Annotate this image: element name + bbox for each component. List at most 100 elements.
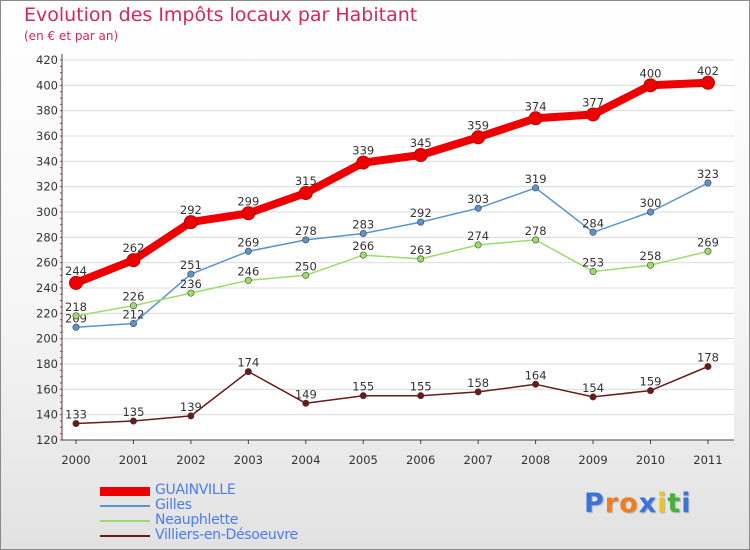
legend-label: Gilles xyxy=(155,497,192,513)
data-point-villiers-en-d-soeuvre xyxy=(359,392,367,400)
y-tick-label: 240 xyxy=(36,281,58,295)
data-point-villiers-en-d-soeuvre xyxy=(417,392,425,400)
legend-swatch xyxy=(100,486,150,496)
y-tick-label: 200 xyxy=(36,332,58,346)
data-label-gilles: 278 xyxy=(295,224,317,238)
logo-letter: o xyxy=(619,488,639,519)
x-tick-label: 2002 xyxy=(176,453,205,467)
data-point-gilles xyxy=(187,270,195,278)
data-label-villiers-en-d-soeuvre: 164 xyxy=(525,368,547,382)
data-point-villiers-en-d-soeuvre xyxy=(646,387,654,395)
data-point-gilles xyxy=(704,179,712,187)
chart-legend: GUAINVILLE Gilles Neauphlette Villiers-en-D… xyxy=(100,482,360,544)
data-point-gilles xyxy=(129,319,137,327)
data-point-villiers-en-d-soeuvre xyxy=(72,420,80,428)
data-label-guainville: 359 xyxy=(467,118,489,132)
legend-label: Neauphlette xyxy=(155,512,239,528)
data-label-guainville: 244 xyxy=(65,264,87,278)
data-label-neauphlette: 269 xyxy=(697,235,719,249)
data-label-gilles: 303 xyxy=(467,192,489,206)
data-label-villiers-en-d-soeuvre: 155 xyxy=(410,380,432,394)
data-point-villiers-en-d-soeuvre xyxy=(187,412,195,420)
data-point-villiers-en-d-soeuvre xyxy=(129,417,137,425)
data-label-guainville: 299 xyxy=(237,194,259,208)
data-point-villiers-en-d-soeuvre xyxy=(302,399,310,407)
chart-title: Evolution des Impôts locaux par Habitant xyxy=(24,4,418,26)
data-label-villiers-en-d-soeuvre: 155 xyxy=(352,380,374,394)
data-point-gilles xyxy=(646,208,654,216)
data-point-gilles xyxy=(532,184,540,192)
data-point-gilles xyxy=(244,247,252,255)
data-point-guainville xyxy=(69,275,83,290)
x-tick-label: 2008 xyxy=(521,453,550,467)
data-label-neauphlette: 274 xyxy=(467,229,489,243)
data-point-neauphlette xyxy=(474,241,482,249)
data-point-guainville xyxy=(586,107,601,122)
data-label-guainville: 400 xyxy=(640,66,662,80)
data-label-villiers-en-d-soeuvre: 149 xyxy=(295,387,317,401)
x-tick-label: 2009 xyxy=(578,453,607,467)
data-point-guainville xyxy=(298,186,313,200)
logo-letter: r xyxy=(604,488,620,519)
data-label-guainville: 262 xyxy=(122,241,144,255)
x-tick-label: 2005 xyxy=(349,453,378,467)
data-point-neauphlette xyxy=(589,268,597,276)
data-point-neauphlette xyxy=(646,261,654,269)
data-point-guainville xyxy=(471,130,486,145)
x-tick-label: 2001 xyxy=(119,453,148,467)
plot-area xyxy=(62,60,734,440)
data-label-neauphlette: 278 xyxy=(525,224,547,238)
data-point-gilles xyxy=(417,218,425,226)
data-point-neauphlette xyxy=(187,289,195,297)
chart-subtitle: (en € et par an) xyxy=(24,29,119,43)
legend-label: GUAINVILLE xyxy=(155,482,236,498)
data-label-villiers-en-d-soeuvre: 139 xyxy=(180,400,202,414)
data-label-neauphlette: 226 xyxy=(122,290,144,304)
data-label-gilles: 284 xyxy=(582,216,604,230)
data-point-neauphlette xyxy=(302,271,310,279)
data-point-neauphlette xyxy=(129,302,137,310)
data-label-villiers-en-d-soeuvre: 154 xyxy=(582,381,604,395)
data-point-guainville xyxy=(241,206,256,221)
data-label-villiers-en-d-soeuvre: 158 xyxy=(467,376,489,390)
data-label-neauphlette: 250 xyxy=(295,259,317,273)
data-point-neauphlette xyxy=(359,251,367,259)
data-point-guainville xyxy=(413,148,428,162)
data-label-gilles: 319 xyxy=(525,172,547,186)
y-tick-label: 400 xyxy=(36,78,58,92)
data-label-neauphlette: 246 xyxy=(237,264,259,278)
y-tick-label: 300 xyxy=(36,205,58,219)
data-point-guainville xyxy=(528,111,543,126)
data-label-gilles: 300 xyxy=(640,196,662,210)
data-label-neauphlette: 258 xyxy=(640,249,662,263)
x-tick-label: 2011 xyxy=(693,453,722,467)
logo-letter: P xyxy=(584,488,605,519)
proxiti-logo: Proxiti xyxy=(584,488,692,519)
x-tick-label: 2010 xyxy=(636,453,665,467)
data-point-neauphlette xyxy=(417,255,425,263)
y-tick-label: 340 xyxy=(36,154,58,168)
series-line-neauphlette xyxy=(75,239,709,317)
logo-letter: x xyxy=(638,488,658,519)
data-label-neauphlette: 253 xyxy=(582,256,604,270)
data-point-guainville xyxy=(700,75,715,90)
data-point-gilles xyxy=(302,236,310,244)
data-point-villiers-en-d-soeuvre xyxy=(244,368,252,376)
y-tick-label: 360 xyxy=(36,129,58,143)
y-tick-label: 180 xyxy=(36,357,58,371)
y-tick-label: 420 xyxy=(36,53,58,67)
data-point-villiers-en-d-soeuvre xyxy=(704,363,712,371)
data-point-gilles xyxy=(474,204,482,212)
data-point-neauphlette xyxy=(72,312,80,320)
series-line-villiers-en-d-soeuvre xyxy=(75,365,709,425)
data-point-villiers-en-d-soeuvre xyxy=(474,388,482,396)
data-label-guainville: 345 xyxy=(410,136,432,150)
legend-label: Villiers-en-Désoeuvre xyxy=(155,527,298,543)
data-label-gilles: 269 xyxy=(237,235,259,249)
legend-swatch xyxy=(100,505,150,507)
data-label-gilles: 212 xyxy=(122,307,144,321)
data-label-gilles: 283 xyxy=(352,218,374,232)
data-label-guainville: 292 xyxy=(180,203,202,217)
series-line-gilles xyxy=(75,182,709,329)
